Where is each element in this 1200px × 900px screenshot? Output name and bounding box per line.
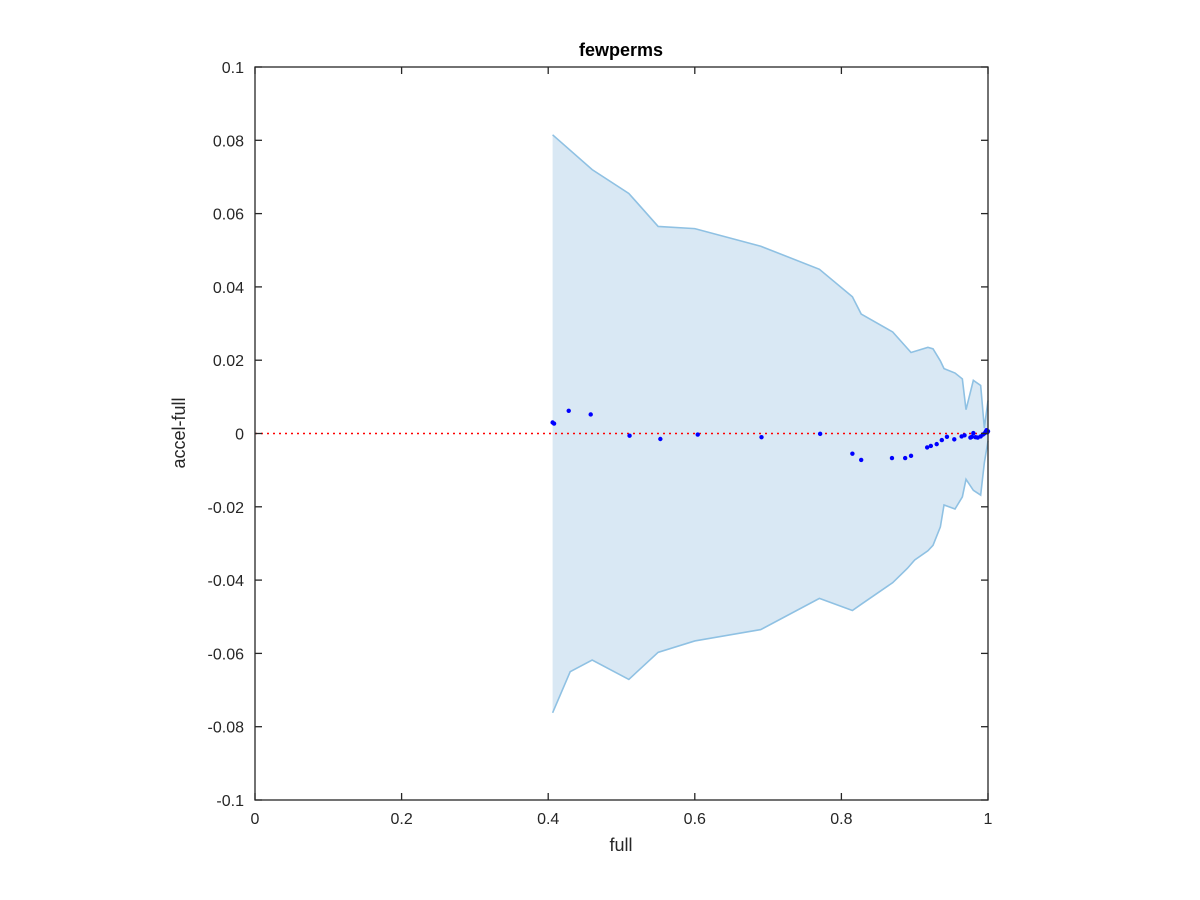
data-point [850,451,855,456]
data-point [566,408,571,413]
y-tick-label: 0.04 [213,280,244,297]
band-upper-line [552,134,989,429]
y-tick-label: -0.02 [208,500,245,517]
data-point [902,455,908,461]
y-tick-label: 0 [235,427,244,444]
data-point [969,434,975,439]
y-tick-labels: 0.1 0.08 0.06 0.04 0.02 0 -0.02 -0.04 -0.06 -0.08… [208,60,245,810]
band-fill [552,134,988,713]
x-axis-label: full [609,835,632,855]
data-point [658,436,663,442]
data-point [551,421,557,426]
y-tick-label: -0.04 [208,573,245,590]
data-point [971,430,976,436]
band-lower-line [551,440,989,714]
data-point [944,434,950,439]
x-tick-label: 0.4 [537,811,559,828]
data-point [588,412,593,417]
y-tick-label: -0.06 [208,646,245,663]
y-tick-label: 0.06 [213,207,244,224]
data-point [962,433,967,438]
x-tick-label: 0.2 [390,811,412,828]
x-tick-label: 0 [251,811,260,828]
y-tick-label: 0.08 [213,133,244,150]
data-point [817,431,823,437]
data-point [695,432,700,437]
data-point [858,457,864,463]
x-tick-labels: 0 0.2 0.4 0.6 0.8 1 [251,811,993,828]
x-tick-label: 0.8 [830,811,852,828]
confidence-band [551,134,989,714]
y-tick-label: 0.1 [222,60,244,77]
data-point [908,453,914,459]
data-point [934,441,939,447]
x-tick-label: 1 [984,811,993,828]
y-tick-label: -0.1 [216,793,244,810]
axes [254,66,989,801]
data-point [889,455,895,461]
data-point [627,433,632,438]
y-tick-label: 0.02 [213,353,244,370]
chart-title: fewperms [579,40,663,60]
data-point [952,437,957,442]
data-point [924,445,930,450]
y-tick-label: -0.08 [208,720,245,737]
y-axis-label: accel-full [169,397,189,468]
data-points [550,408,991,463]
data-point [939,437,945,443]
data-point [759,434,764,440]
x-tick-label: 0.6 [684,811,706,828]
data-point [928,443,934,449]
